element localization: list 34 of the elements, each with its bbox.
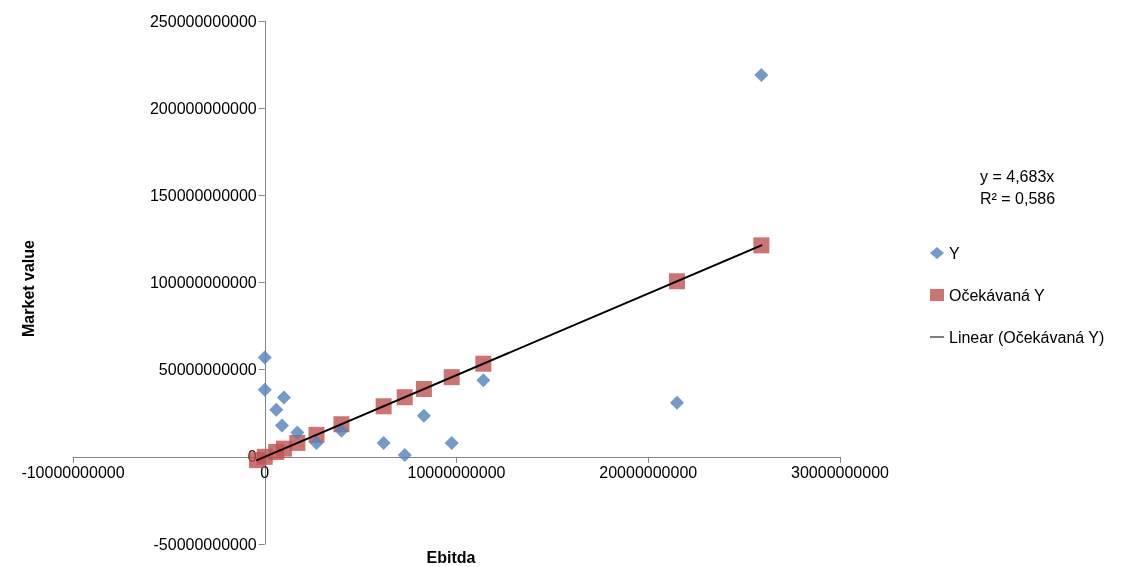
point xyxy=(444,435,459,450)
x-tick-label: -10000000000 xyxy=(21,464,125,482)
point xyxy=(416,408,431,423)
y-tick-label: -50000000000 xyxy=(153,535,257,553)
legend-label: Linear (Očekávaná Y) xyxy=(949,328,1105,346)
point xyxy=(670,395,685,410)
x-tick-label: 10000000000 xyxy=(407,464,506,482)
x-tick-label: 0 xyxy=(260,464,270,482)
text: R² = 0,586 xyxy=(980,189,1056,207)
point xyxy=(476,373,491,388)
point xyxy=(376,435,391,450)
x-tick-label: 20000000000 xyxy=(599,464,698,482)
y-tick-label: 200000000000 xyxy=(149,99,257,117)
point xyxy=(753,237,770,254)
y-tick-label: 100000000000 xyxy=(149,274,257,291)
point xyxy=(257,382,272,397)
point xyxy=(269,402,284,417)
legend-label: Y xyxy=(949,244,960,262)
legend-label: Očekávaná Y xyxy=(949,286,1046,304)
text: y = 4,683x xyxy=(980,167,1055,185)
point xyxy=(290,425,305,440)
y-tick-label: 50000000000 xyxy=(158,361,257,379)
point xyxy=(276,390,291,405)
y-tick-label: 250000000000 xyxy=(149,12,257,30)
x-tick-label: 30000000000 xyxy=(791,464,890,482)
point xyxy=(754,68,769,83)
point xyxy=(257,350,272,365)
y-tick-label: 150000000000 xyxy=(149,186,257,204)
point xyxy=(334,423,349,438)
y-axis-title: Market value xyxy=(19,239,37,337)
point xyxy=(397,448,412,463)
x-axis-title: Ebitda xyxy=(426,548,476,566)
point xyxy=(309,435,324,450)
point xyxy=(275,418,290,433)
